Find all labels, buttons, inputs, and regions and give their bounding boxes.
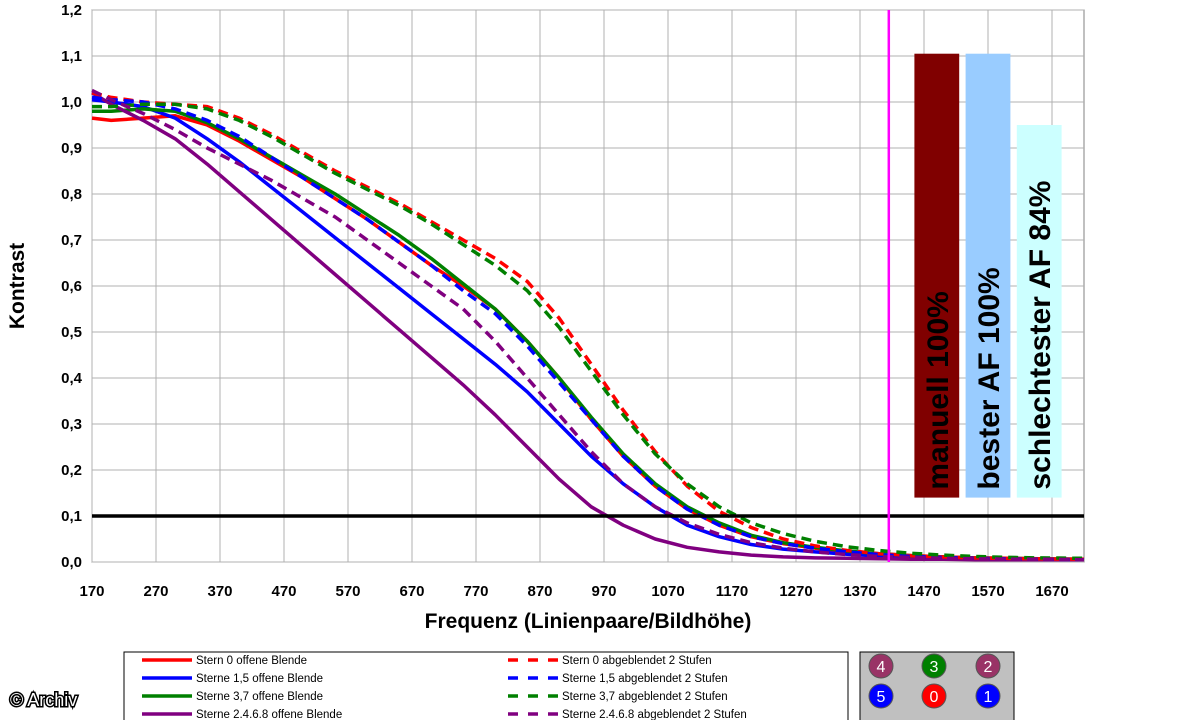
bar [1016,125,1062,498]
x-axis-title: Frequenz (Linienpaare/Bildhöhe) [425,610,752,633]
bar-label: schlechtester AF 84% [1024,181,1057,490]
star-badge-label: 2 [984,659,993,676]
x-tick-label: 770 [463,583,488,600]
y-axis-title: Kontrast [6,243,29,329]
x-tick-label: 1170 [716,583,749,600]
series-line [91,88,1085,562]
x-tick-label: 470 [271,583,296,600]
star-badge-label: 3 [930,659,939,676]
x-tick-label: 870 [527,583,552,600]
bar-label: bester AF 100% [973,267,1006,489]
y-tick-label: 0,5 [61,324,82,341]
star-key: 4 3 2 5 0 1 [859,651,1015,720]
legend-label: Sterne 1,5 abgeblendet 2 Stufen [562,673,728,685]
y-tick-label: 1,2 [61,2,82,19]
bar-label: manuell 100% [922,291,955,489]
star-badge [868,683,894,709]
star-badge-label: 0 [930,689,939,706]
series-line [91,91,1084,562]
legend-label: Stern 0 offene Blende [196,655,307,667]
legend-label: Stern 0 abgeblendet 2 Stufen [562,655,712,667]
x-tick-label: 670 [399,583,424,600]
x-tick-label: 1370 [843,583,876,600]
x-tick-label: 170 [79,583,104,600]
star-badges: 4 3 2 5 0 1 [868,653,1001,709]
y-tick-label: 0,0 [61,554,82,571]
y-tick-label: 1,1 [61,48,82,65]
y-tick-label: 0,8 [61,186,82,203]
legend-label: Sterne 2.4.6.8 offene Blende [196,709,342,720]
series-line [92,102,1085,561]
star-badge-label: 4 [877,659,886,676]
star-badge [921,653,947,679]
bar-group: manuell 100% bester AF 100% schlechtester … [914,53,1062,498]
y-tick-label: 0,3 [61,416,82,433]
y-tick-label: 0,4 [61,370,83,387]
y-tick-label: 0,6 [61,278,82,295]
y-tick-label: 0,7 [61,232,82,249]
y-tick-label: 0,2 [61,462,82,479]
star-badge [868,653,894,679]
x-tick-label: 370 [207,583,232,600]
series-group [91,88,1085,562]
legend-items: Stern 0 offene Blende Sterne 1,5 offene B… [142,655,747,720]
x-tick-label: 1670 [1035,583,1068,600]
legend-box [123,651,849,720]
y-tick-label: 0,9 [61,140,82,157]
legend-label: Sterne 3,7 abgeblendet 2 Stufen [562,691,728,703]
x-tick-label: 970 [591,583,616,600]
x-tick-label: 1570 [971,583,1004,600]
x-tick-label: 270 [143,583,168,600]
legend-label: Sterne 2.4.6.8 abgeblendet 2 Stufen [562,709,747,720]
bar [914,53,960,498]
legend: Stern 0 offene Blende Sterne 1,5 offene B… [123,651,849,720]
x-tick-label: 1070 [651,583,684,600]
star-badge-label: 5 [877,689,886,706]
tick-labels: 0,0 0,1 0,2 0,3 0,4 0,5 0,6 0,7 0,8 0,9 1,0 1,1 1,2 1… [61,2,1069,600]
credit-text: © Archiv [10,690,77,710]
star-badge-label: 1 [984,689,993,706]
star-badge [921,683,947,709]
y-tick-label: 1,0 [61,94,82,111]
bar [965,53,1011,498]
legend-label: Sterne 1,5 offene Blende [196,673,323,685]
star-badge [975,683,1001,709]
legend-label: Sterne 3,7 offene Blende [196,691,323,703]
y-tick-label: 0,1 [61,508,82,525]
star-badge [975,653,1001,679]
x-tick-label: 1270 [779,583,812,600]
x-tick-label: 1470 [907,583,940,600]
reference-lines [92,10,1084,562]
x-tick-label: 570 [335,583,360,600]
